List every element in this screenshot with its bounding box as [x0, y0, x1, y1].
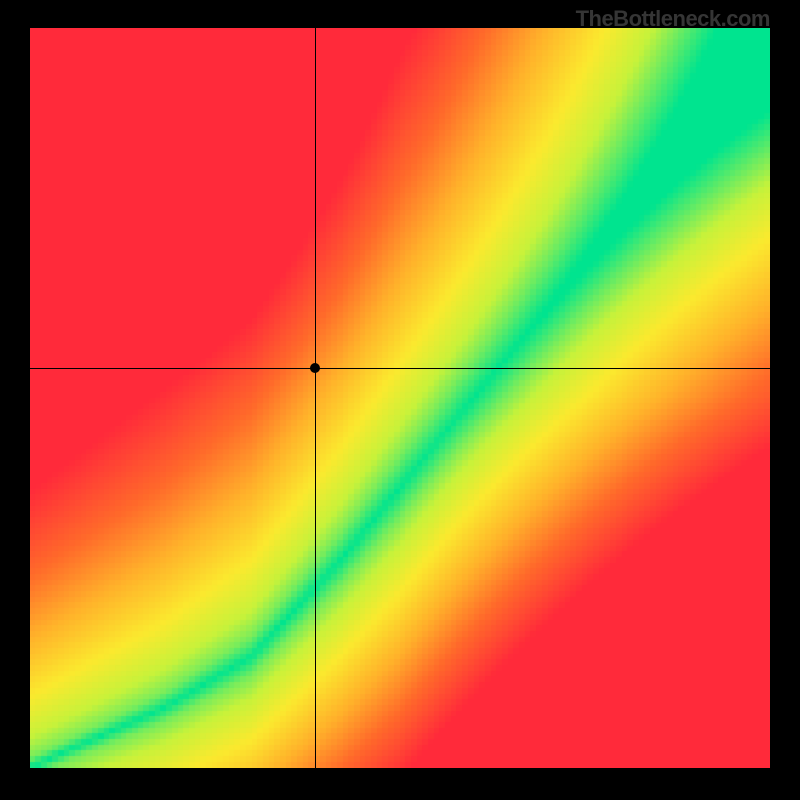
data-point-marker — [310, 363, 320, 373]
heatmap-canvas — [30, 28, 770, 768]
crosshair-vertical — [315, 28, 316, 768]
crosshair-horizontal — [30, 368, 770, 369]
chart-container: TheBottleneck.com — [0, 0, 800, 800]
plot-area — [30, 28, 770, 768]
watermark-label: TheBottleneck.com — [576, 6, 770, 32]
